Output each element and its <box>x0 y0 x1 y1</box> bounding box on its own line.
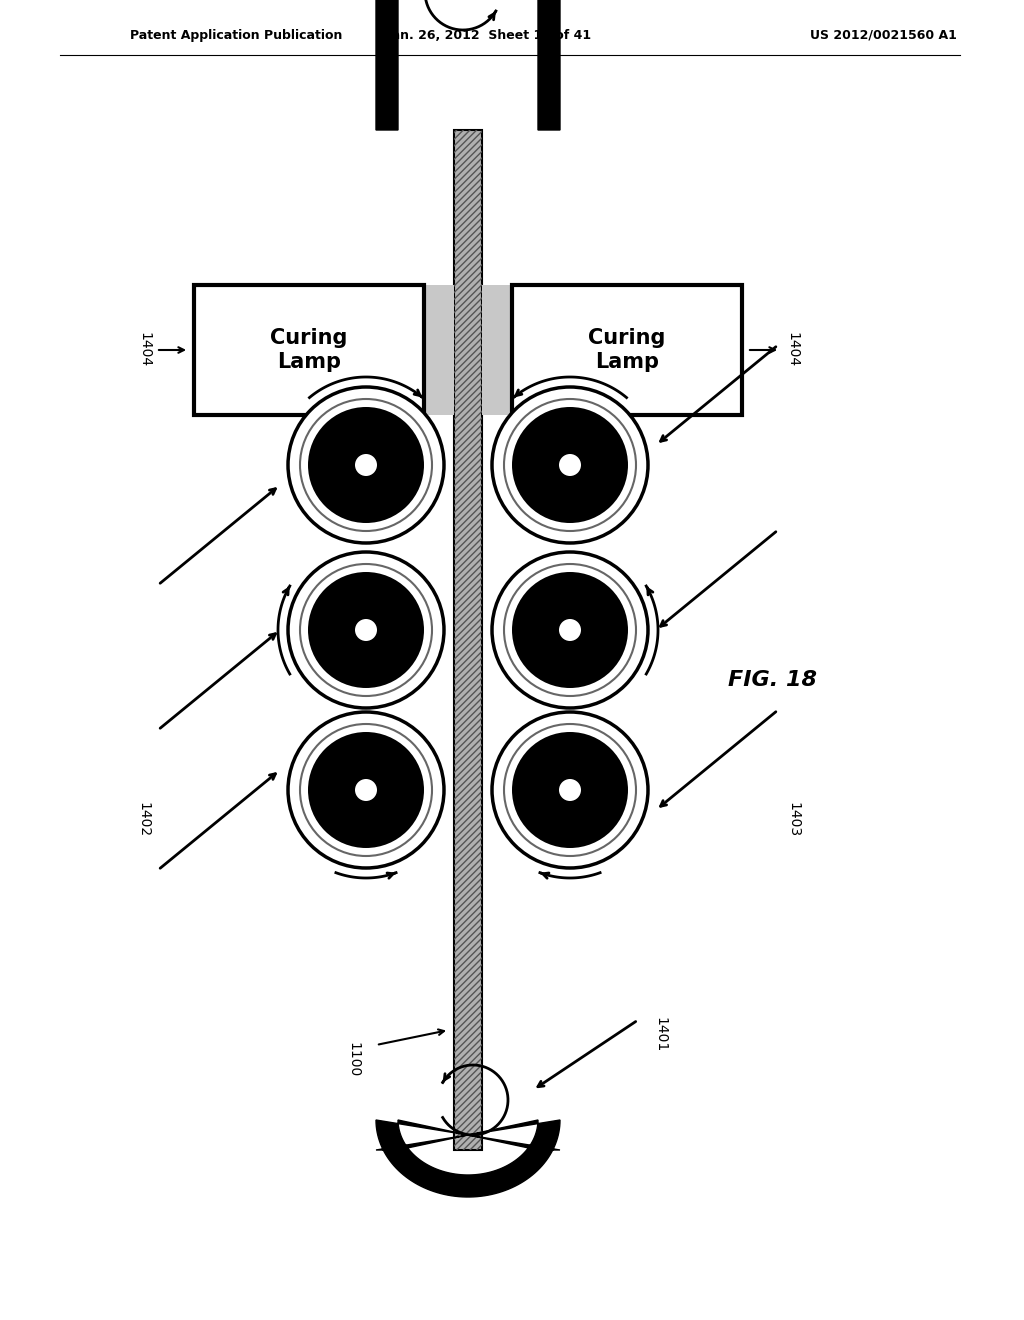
Circle shape <box>300 564 432 696</box>
Text: 1403: 1403 <box>786 803 800 838</box>
Circle shape <box>308 733 424 847</box>
Bar <box>482 285 512 414</box>
Circle shape <box>504 399 636 531</box>
Circle shape <box>308 572 424 688</box>
Circle shape <box>355 619 377 642</box>
Polygon shape <box>376 1119 560 1197</box>
Text: FIG. 18: FIG. 18 <box>728 671 817 690</box>
Circle shape <box>504 723 636 855</box>
Bar <box>424 285 454 414</box>
Text: Curing
Lamp: Curing Lamp <box>589 329 666 372</box>
Circle shape <box>355 779 377 801</box>
Bar <box>512 285 742 414</box>
Circle shape <box>288 387 444 543</box>
Circle shape <box>512 572 628 688</box>
Circle shape <box>308 407 424 523</box>
Bar <box>454 129 482 1150</box>
Circle shape <box>355 454 377 477</box>
Text: 1401: 1401 <box>653 1018 667 1052</box>
Circle shape <box>492 387 648 543</box>
Text: US 2012/0021560 A1: US 2012/0021560 A1 <box>810 29 956 41</box>
Circle shape <box>512 407 628 523</box>
Circle shape <box>559 619 581 642</box>
Circle shape <box>512 733 628 847</box>
Circle shape <box>288 552 444 708</box>
Circle shape <box>492 552 648 708</box>
Bar <box>194 285 424 414</box>
Text: 1402: 1402 <box>136 803 150 838</box>
Circle shape <box>288 711 444 869</box>
Bar <box>454 129 482 1150</box>
Text: 1404: 1404 <box>137 333 151 367</box>
Circle shape <box>300 399 432 531</box>
Circle shape <box>504 564 636 696</box>
Text: Curing
Lamp: Curing Lamp <box>270 329 348 372</box>
Polygon shape <box>376 0 560 129</box>
Text: 1404: 1404 <box>785 333 799 367</box>
Circle shape <box>559 454 581 477</box>
Text: Jan. 26, 2012  Sheet 18 of 41: Jan. 26, 2012 Sheet 18 of 41 <box>388 29 592 41</box>
Circle shape <box>559 779 581 801</box>
Text: Patent Application Publication: Patent Application Publication <box>130 29 342 41</box>
Text: 1100: 1100 <box>346 1043 360 1077</box>
Circle shape <box>300 723 432 855</box>
Circle shape <box>492 711 648 869</box>
